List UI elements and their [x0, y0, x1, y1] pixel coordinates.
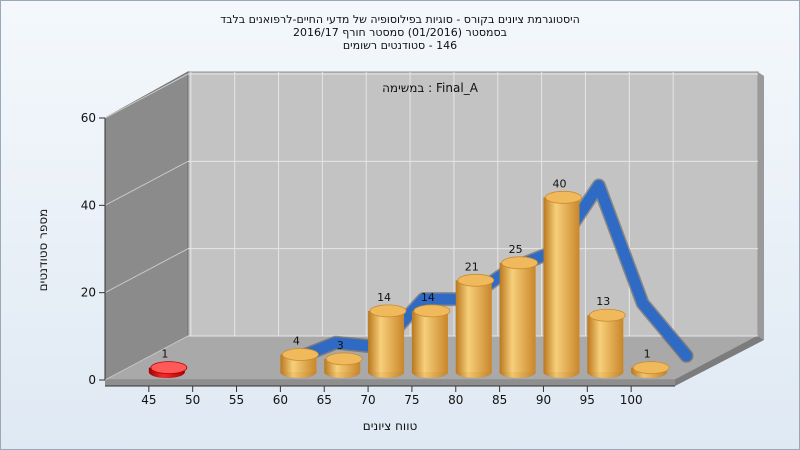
y-tick-label: 0: [88, 373, 96, 387]
x-tick-label: 50: [185, 393, 200, 407]
x-tick-label: 55: [229, 393, 244, 407]
bar: [368, 304, 407, 378]
bar: [148, 361, 188, 378]
y-tick-label: 40: [81, 198, 96, 212]
y-axis-ticks: 0 20 40 60: [81, 111, 105, 387]
gridlines: [104, 72, 758, 381]
bar: [411, 304, 451, 378]
gridline-y: [104, 248, 189, 294]
x-axis-ticks: 45 50 55 60 65 70 75 80 85 90 95 100: [141, 386, 643, 407]
y-axis-title: מספר סטודנטים: [36, 209, 50, 292]
chart-title-line-3: 146 - סטודנטים רשומים: [342, 39, 458, 52]
bar: [499, 256, 539, 378]
x-tick-label: 85: [492, 393, 507, 407]
x-tick-label: 45: [141, 393, 156, 407]
x-tick-label: 95: [580, 393, 595, 407]
x-tick-label: 75: [404, 393, 419, 407]
bar: [324, 352, 363, 378]
bar: [587, 308, 626, 378]
gridline-y: [104, 73, 189, 119]
x-tick-label: 80: [448, 393, 463, 407]
bar-value-label: 1: [161, 348, 168, 361]
x-tick-label: 90: [536, 393, 551, 407]
x-axis-title: טווח ציונים: [363, 419, 418, 433]
bar-value-label: 25: [509, 243, 523, 256]
x-tick-label: 100: [620, 393, 643, 407]
x-tick-label: 60: [273, 393, 288, 407]
bar-value-label: 14: [377, 291, 391, 304]
x-tick-label: 65: [317, 393, 332, 407]
y-tick-label: 60: [81, 111, 96, 125]
gridline-y: [104, 335, 189, 381]
bar-value-label: 3: [337, 339, 344, 352]
bar-value-label: 4: [293, 335, 300, 348]
bar-value-label: 40: [552, 177, 566, 190]
gridline-y: [104, 160, 189, 206]
floor-right-edge: [675, 336, 764, 386]
bar-value-label: 13: [596, 295, 610, 308]
y-tick-label: 20: [81, 286, 96, 300]
floor-front-edge: [105, 380, 675, 386]
bar-value-label: 1: [644, 348, 651, 361]
bar: [455, 273, 495, 378]
right-side-face: [758, 72, 764, 340]
chart-title-line-2: בסמסטר (01/2016) סמסטר חורף 2016/17: [293, 26, 507, 39]
bar: [543, 190, 582, 378]
x-tick-label: 70: [360, 393, 375, 407]
bar-value-label: 14: [421, 291, 435, 304]
bar-value-label: 21: [465, 260, 479, 273]
chart-subtitle: Final_A : במשימה: [382, 81, 479, 95]
chart-title-line-1: היסטוגרמת ציונים בקורס - סוגיות בפילוסופ…: [220, 13, 580, 26]
bars: [148, 190, 670, 378]
bar: [631, 361, 670, 378]
left-wall: [104, 71, 189, 381]
bar: [280, 348, 319, 378]
